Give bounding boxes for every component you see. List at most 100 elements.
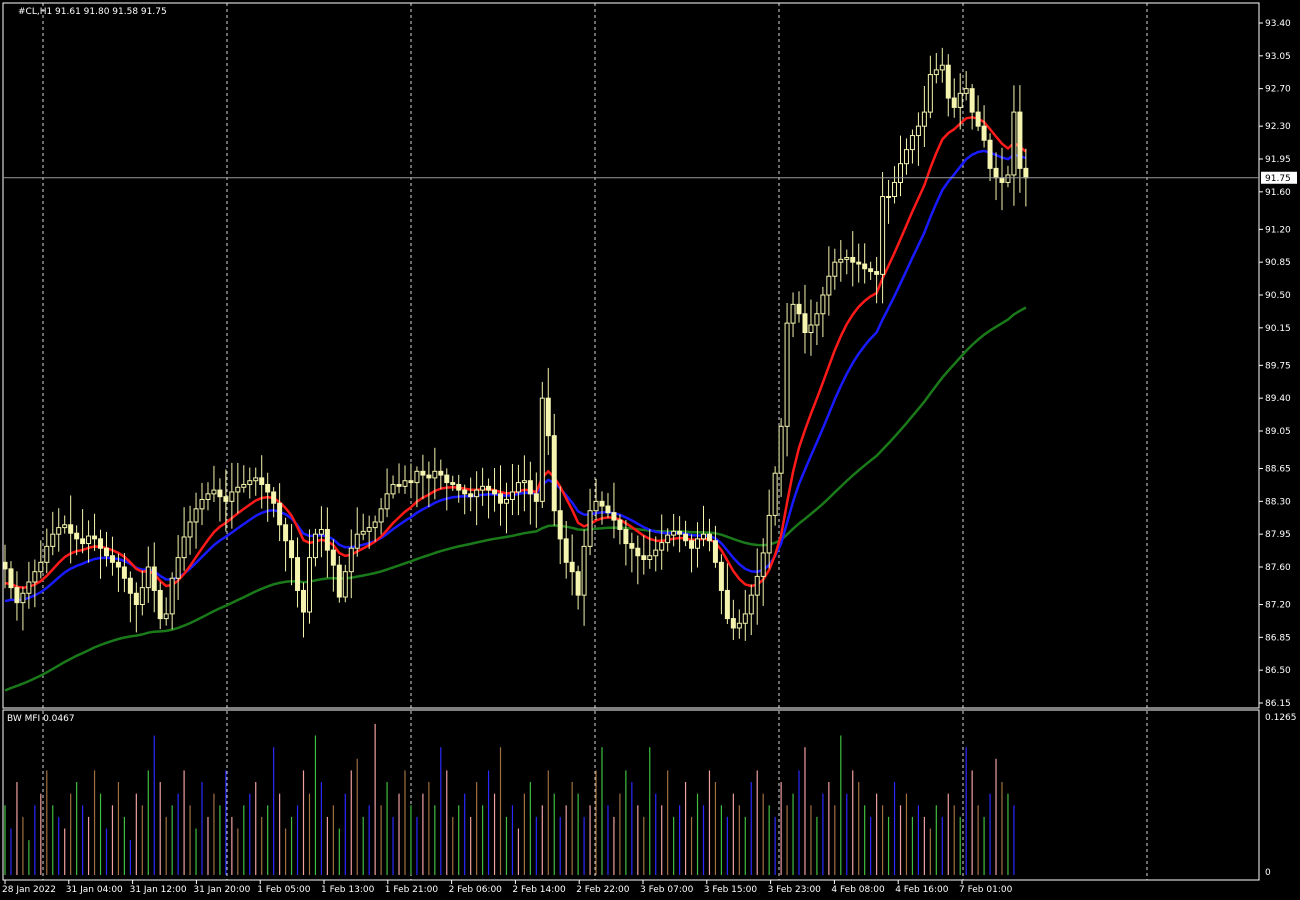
candle-body-128 (766, 514, 772, 554)
candle-body-163 (975, 111, 981, 127)
candle-body-14 (86, 535, 92, 545)
time-tick-label-5: 1 Feb 13:00 (321, 885, 375, 895)
price-tick-label-17: 87.20 (1265, 601, 1291, 611)
candle-body-73 (438, 470, 444, 476)
candle-body-48 (289, 540, 295, 559)
candle-body-33 (199, 498, 205, 510)
candle-body-158 (945, 64, 951, 99)
candle-body-62 (372, 521, 378, 529)
candle-body-11 (68, 524, 74, 534)
candle-body-53 (318, 528, 324, 535)
candle-body-104 (623, 528, 629, 545)
price-tick-label-19: 86.50 (1265, 666, 1291, 676)
candle-body-15 (92, 535, 98, 540)
candle-body-118 (706, 533, 712, 542)
candle-body-26 (157, 589, 163, 620)
candle-body-84 (503, 498, 509, 504)
candle-body-127 (760, 552, 766, 577)
candle-body-143 (856, 261, 862, 265)
candle-body-91 (545, 397, 551, 437)
candle-body-63 (378, 508, 384, 523)
candle-body-75 (450, 482, 456, 485)
candle-body-55 (330, 549, 336, 566)
candle-body-130 (778, 425, 784, 474)
candle-body-32 (193, 508, 199, 523)
price-tick-label-7: 90.85 (1265, 258, 1291, 268)
price-tick-label-0: 93.40 (1265, 19, 1291, 29)
price-tick-label-11: 89.40 (1265, 394, 1291, 404)
candle-body-45 (271, 491, 277, 504)
candle-body-146 (874, 271, 880, 275)
candle-body-10 (62, 524, 68, 529)
candle-body-6 (38, 561, 44, 573)
candle-body-31 (187, 521, 193, 538)
time-tick-label-13: 4 Feb 08:00 (831, 885, 885, 895)
panel-frames (2, 2, 1260, 881)
candle-body-35 (211, 489, 217, 495)
candle-body-124 (742, 613, 748, 624)
price-tick-label-3: 92.30 (1265, 122, 1291, 132)
candle-body-58 (348, 547, 354, 573)
candle-body-136 (814, 313, 820, 326)
candle-body-17 (103, 547, 109, 557)
candle-body-34 (205, 493, 211, 500)
candle-body-19 (115, 561, 121, 568)
candle-body-134 (802, 313, 808, 334)
candle-body-52 (312, 533, 318, 559)
candle-body-38 (229, 491, 235, 502)
candle-body-59 (354, 533, 360, 549)
candle-body-65 (390, 483, 396, 495)
candle-body-80 (480, 485, 486, 491)
candle-body-41 (247, 480, 253, 485)
candle-body-151 (903, 149, 909, 165)
candle-body-156 (933, 69, 939, 76)
candle-body-27 (163, 613, 169, 620)
candle-body-72 (432, 470, 438, 479)
candle-body-90 (539, 397, 545, 502)
candle-body-51 (306, 557, 312, 613)
candle-body-76 (456, 483, 462, 491)
candle-body-50 (301, 589, 306, 613)
candle-body-133 (796, 303, 802, 315)
candle-body-129 (772, 472, 778, 516)
candle-body-165 (987, 139, 993, 169)
candle-body-96 (575, 571, 581, 596)
time-tick-label-4: 1 Feb 05:00 (257, 885, 311, 895)
indicator-label: BW MFI 0.0467 (7, 714, 75, 724)
candle-body-157 (939, 64, 945, 71)
candle-body-9 (56, 527, 62, 535)
time-tick-label-0: 28 Jan 2022 (2, 885, 56, 895)
candle-body-29 (175, 557, 181, 579)
candle-body-131 (784, 322, 790, 427)
time-tick-label-3: 31 Jan 20:00 (193, 885, 250, 895)
candle-body-68 (408, 480, 414, 484)
candle-body-79 (474, 489, 480, 498)
candle-body-97 (581, 545, 587, 596)
price-tick-label-6: 91.20 (1265, 225, 1291, 235)
candle-body-95 (569, 561, 575, 573)
candle-body-12 (74, 532, 80, 540)
candle-body-106 (635, 547, 641, 557)
candle-body-123 (736, 622, 742, 629)
candle-body-25 (151, 566, 157, 591)
candle-body-5 (32, 571, 38, 583)
candle-body-98 (587, 510, 593, 547)
price-panel-frame (2, 2, 1260, 709)
candle-body-147 (880, 196, 886, 275)
candle-body-94 (563, 538, 569, 563)
candle-body-164 (981, 125, 987, 141)
candle-body-56 (336, 564, 342, 598)
candle-body-28 (169, 577, 175, 615)
price-tick-label-20: 86.15 (1265, 699, 1291, 709)
price-axis: 93.40 93.05 92.70 92.30 91.95 91.60 91.20 90.85… (3, 19, 1297, 878)
candle-body-43 (259, 477, 265, 485)
candle-body-107 (641, 555, 647, 560)
candle-body-3 (20, 592, 26, 604)
price-tick-label-9: 90.15 (1265, 324, 1291, 334)
grid (42, 3, 1148, 880)
candle-body-122 (730, 618, 736, 629)
candle-body-132 (790, 303, 796, 324)
candle-body-150 (898, 163, 903, 183)
candle-body-100 (599, 500, 605, 507)
